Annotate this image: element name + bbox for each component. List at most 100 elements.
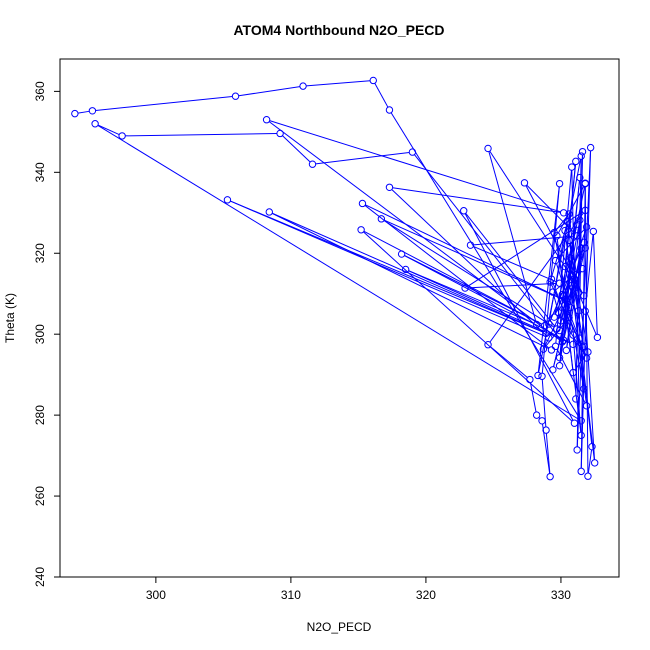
data-point <box>568 163 576 171</box>
x-axis-label: N2O_PECD <box>307 620 372 634</box>
data-point <box>555 179 564 188</box>
series-segment <box>559 164 576 328</box>
data-point <box>401 265 410 274</box>
series-segment <box>95 96 233 111</box>
data-point <box>385 106 394 114</box>
data-point <box>578 264 587 273</box>
data-point <box>582 402 591 410</box>
data-point <box>577 417 585 425</box>
series-segment <box>230 200 547 338</box>
data-point <box>581 206 589 215</box>
data-point <box>484 341 492 349</box>
data-point <box>265 208 273 216</box>
y-tick-label: 300 <box>33 324 47 344</box>
data-point <box>555 326 564 335</box>
series-segment <box>564 229 587 293</box>
series-segment <box>574 354 587 371</box>
data-point <box>573 446 581 454</box>
data-point <box>358 199 367 208</box>
data-point <box>71 109 79 118</box>
data-point <box>581 244 589 252</box>
data-point <box>541 321 549 330</box>
data-point <box>551 256 560 265</box>
data-point <box>385 183 394 191</box>
series-segment <box>541 186 560 374</box>
x-tick-label: 320 <box>416 588 436 602</box>
series-segment <box>125 133 277 137</box>
data-point <box>555 353 564 362</box>
data-point <box>570 419 579 427</box>
data-point <box>568 281 576 290</box>
y-tick-label: 280 <box>33 405 47 425</box>
data-point <box>578 343 587 351</box>
data-point <box>569 368 577 377</box>
series-segment <box>556 348 586 404</box>
data-point <box>588 442 596 451</box>
data-point <box>484 144 492 153</box>
series-segment <box>414 154 561 340</box>
data-point <box>223 196 232 204</box>
series-segment <box>383 220 555 328</box>
data-point <box>582 223 591 231</box>
y-tick-label: 320 <box>33 243 47 263</box>
y-tick-label: 340 <box>33 162 47 182</box>
y-tick-label: 360 <box>33 81 47 101</box>
series-segment <box>392 187 561 213</box>
chart-title: ATOM4 Northbound N2O_PECD <box>233 22 444 38</box>
series-segment <box>555 170 572 344</box>
series-segment <box>572 338 582 433</box>
data-point <box>566 303 575 312</box>
series-segment <box>490 346 528 378</box>
data-point <box>580 342 588 351</box>
series-segment <box>315 151 410 165</box>
series-segment <box>468 282 557 289</box>
series-segment <box>408 270 534 324</box>
data-point <box>550 313 558 321</box>
series-segment <box>306 80 371 87</box>
series-segment <box>269 120 561 213</box>
data-point <box>593 333 602 342</box>
data-point <box>553 232 561 240</box>
data-point <box>569 340 577 349</box>
series-segment <box>562 297 582 345</box>
series-segment <box>363 231 573 422</box>
data-point <box>572 270 580 279</box>
data-point <box>580 238 588 247</box>
series-segment <box>545 433 551 474</box>
y-tick-label: 260 <box>33 486 47 506</box>
series-segment <box>364 205 550 349</box>
data-point <box>549 366 557 374</box>
data-point <box>589 227 598 236</box>
data-point <box>576 216 584 224</box>
data-point <box>565 313 573 322</box>
data-point <box>576 173 584 182</box>
data-point <box>538 372 546 380</box>
series-segment <box>473 245 557 283</box>
data-point <box>408 148 417 156</box>
data-point <box>558 338 566 346</box>
series-segment <box>363 230 543 325</box>
data-point <box>546 472 554 481</box>
data-point <box>538 417 546 425</box>
data-point <box>369 76 377 85</box>
series-segment <box>548 233 565 322</box>
data-point <box>276 129 284 138</box>
series-segment <box>268 121 561 341</box>
series-segment <box>230 200 544 333</box>
data-point <box>118 132 126 140</box>
data-point <box>397 250 406 258</box>
data-point <box>572 395 580 403</box>
data-point <box>576 334 584 342</box>
data-point <box>559 336 568 344</box>
series-segment <box>529 382 537 413</box>
data-point <box>299 82 307 90</box>
data-point <box>547 346 556 354</box>
data-point <box>573 232 581 240</box>
data-point <box>561 226 569 235</box>
data-point <box>534 371 542 380</box>
data-point <box>551 342 560 351</box>
data-point <box>578 147 587 156</box>
data-point <box>466 241 475 249</box>
